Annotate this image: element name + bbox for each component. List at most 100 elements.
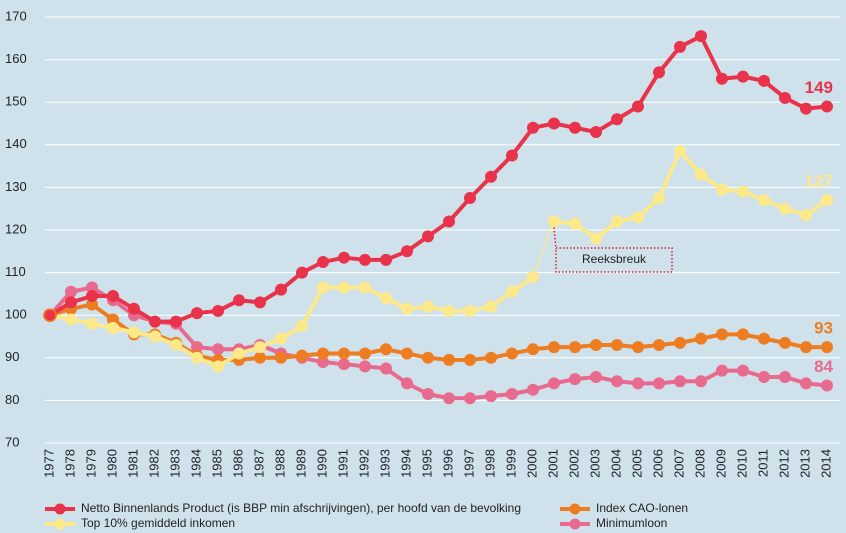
marker [674,145,686,158]
x-tick-label: 1978 [62,449,77,478]
marker [653,377,665,390]
x-tick-label: 1977 [41,449,56,478]
marker [107,313,119,326]
marker [464,304,476,317]
end-label: 93 [814,319,833,338]
marker [632,100,644,113]
y-tick-label: 140 [5,136,27,151]
marker [401,245,413,258]
marker [569,373,581,386]
marker [107,290,119,303]
x-tick-label: 2002 [566,449,581,478]
marker [380,292,392,305]
marker [695,332,707,345]
marker [716,328,728,341]
marker [527,383,539,396]
y-tick-label: 170 [5,8,27,23]
x-tick-label: 2003 [587,449,602,478]
marker [779,336,791,349]
marker [86,281,98,294]
marker [233,294,245,307]
y-tick-label: 110 [5,264,26,279]
x-tick-label: 2007 [671,449,686,478]
x-tick-label: 1993 [377,449,392,478]
marker [674,336,686,349]
marker [317,347,329,360]
marker [422,388,434,401]
x-tick-label: 2009 [713,449,728,478]
x-tick-label: 1981 [125,449,140,478]
marker [758,74,770,87]
marker [485,300,497,313]
marker [338,251,350,264]
marker [359,347,371,360]
y-tick-label: 80 [5,392,19,407]
marker [758,194,770,207]
x-tick-label: 2001 [545,449,560,478]
marker [569,121,581,134]
marker [422,351,434,364]
marker [695,168,707,181]
marker [674,375,686,388]
legend-marker [569,518,581,530]
marker [275,283,287,296]
x-tick-label: 2000 [524,449,539,478]
marker [359,360,371,373]
end-label: 84 [814,357,833,376]
x-tick-label: 1988 [272,449,287,478]
marker [380,362,392,375]
marker [485,390,497,403]
x-tick-label: 1987 [251,449,266,478]
y-tick-label: 130 [5,179,27,194]
marker [464,392,476,405]
marker [548,215,560,228]
marker [821,194,833,207]
marker [464,192,476,205]
x-tick-label: 2010 [734,449,749,478]
marker [359,281,371,294]
marker [212,304,224,317]
x-tick-label: 1991 [335,449,350,478]
marker [443,304,455,317]
marker [611,375,623,388]
marker [65,296,77,309]
marker [422,230,434,243]
marker [233,347,245,360]
x-tick-label: 1996 [440,449,455,478]
line-segment [300,285,325,328]
marker [296,266,308,279]
x-tick-label: 1984 [188,449,203,478]
marker [485,170,497,183]
marker [191,307,203,320]
marker [359,253,371,266]
marker [401,347,413,360]
marker [779,370,791,383]
x-tick-label: 1986 [230,449,245,478]
marker [632,377,644,390]
marker [401,302,413,315]
marker [149,330,161,343]
x-tick-label: 1999 [503,449,518,478]
line-segment [657,149,682,201]
marker [569,341,581,354]
x-tick-label: 2012 [776,449,791,478]
marker [464,353,476,366]
marker [569,217,581,230]
marker [107,321,119,334]
y-tick-label: 120 [5,221,27,236]
marker [590,370,602,383]
marker [821,379,833,392]
marker [800,341,812,354]
marker [674,40,686,53]
x-tick-label: 1998 [482,449,497,478]
marker [401,377,413,390]
marker [317,356,329,369]
marker [254,296,266,309]
marker [380,343,392,356]
annotation-label: Reeksbreuk [582,252,647,266]
end-label: 127 [805,172,833,191]
annotation-pointer [553,227,557,250]
marker [800,102,812,115]
marker [128,326,140,339]
legend-marker [54,503,66,515]
